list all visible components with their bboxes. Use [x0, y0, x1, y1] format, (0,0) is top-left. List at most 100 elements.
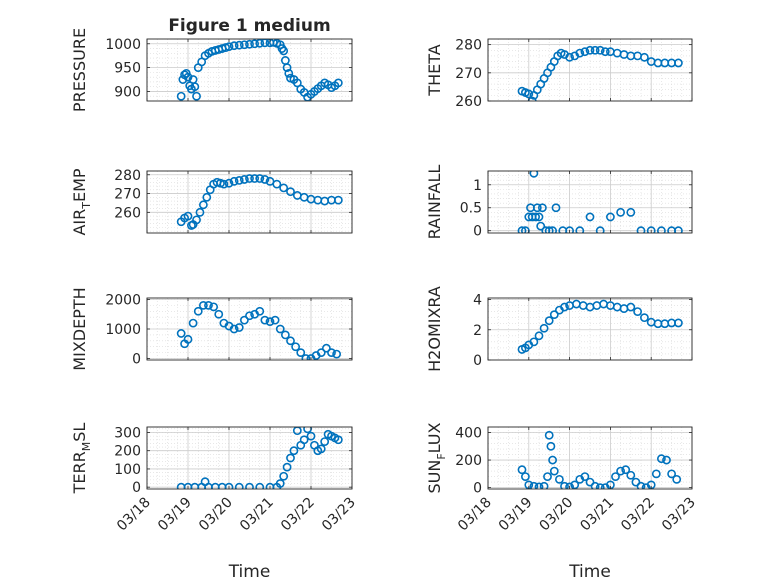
data-point — [255, 39, 265, 48]
data-point — [662, 455, 671, 465]
data-point — [224, 42, 234, 52]
data-point — [245, 39, 254, 49]
y-tick-label: 0 — [473, 481, 482, 497]
x-axis-label: Time — [228, 562, 271, 582]
data-point — [595, 226, 605, 233]
markers-h2omixra — [517, 299, 683, 354]
panel-pressure: 900 950 1000 PRESSURE Figure 1 medium — [70, 16, 353, 112]
data-point — [674, 58, 683, 68]
data-point — [672, 474, 682, 484]
y-axis-label: THETA — [425, 44, 444, 96]
data-point — [286, 453, 295, 463]
data-point — [198, 200, 208, 210]
x-tick-label: 03/23 — [319, 495, 359, 535]
data-point — [626, 302, 636, 312]
data-point — [560, 481, 569, 489]
y-tick-label: 200 — [114, 444, 141, 460]
y-axis-label: H2OMIXRA — [425, 286, 444, 372]
data-point — [320, 437, 330, 446]
data-point — [633, 307, 642, 317]
data-point — [539, 481, 549, 489]
data-point — [255, 482, 265, 489]
data-point — [570, 480, 580, 489]
data-point — [282, 462, 292, 472]
data-point — [549, 310, 559, 320]
axes-box — [146, 170, 353, 234]
data-point — [286, 336, 295, 346]
data-point — [640, 313, 649, 323]
axes-box — [487, 170, 693, 234]
x-tick-label: 03/22 — [618, 495, 658, 535]
data-point — [280, 330, 290, 340]
x-tick-label: 03/21 — [577, 495, 617, 535]
data-point — [626, 207, 636, 217]
data-point — [239, 40, 249, 50]
y-axis-label: TERRMSL — [70, 423, 93, 495]
data-point — [202, 192, 212, 202]
y-tick-label: 0 — [132, 352, 141, 368]
axes-box — [146, 38, 353, 102]
y-axis-label: SUNFLUX — [425, 422, 448, 493]
data-point — [616, 466, 625, 476]
data-point — [333, 435, 343, 445]
data-point — [534, 482, 544, 489]
data-point — [575, 226, 585, 233]
data-point — [245, 482, 254, 489]
data-point — [560, 302, 569, 312]
data-point — [192, 91, 201, 101]
data-point — [590, 481, 600, 489]
data-point — [646, 226, 656, 233]
data-point — [595, 45, 605, 55]
y-tick-label: 1000 — [105, 37, 141, 53]
data-point — [316, 348, 326, 358]
data-point — [529, 337, 539, 347]
data-point — [245, 311, 254, 321]
data-point — [517, 465, 527, 475]
x-tick-label: 03/22 — [278, 495, 318, 535]
data-point — [204, 300, 213, 310]
data-point — [674, 318, 683, 328]
data-point — [195, 207, 205, 217]
data-point — [611, 472, 620, 481]
data-point — [544, 430, 554, 440]
markers-theta — [517, 45, 683, 101]
panel-mixdepth: 0 1000 2000 MIXDEPTH — [70, 287, 353, 371]
data-point — [543, 472, 552, 481]
x-tick-label: 03/23 — [659, 495, 699, 535]
y-axis-label: RAINFALL — [425, 165, 444, 240]
data-point — [245, 174, 254, 183]
y-tick-label: 260 — [114, 205, 141, 221]
data-point — [667, 469, 676, 479]
data-point — [636, 481, 646, 489]
data-point — [606, 212, 615, 222]
y-axis-label: PRESSURE — [70, 28, 89, 112]
data-point — [284, 68, 294, 78]
y-tick-label: 100 — [114, 462, 141, 478]
data-point — [327, 348, 336, 358]
data-point — [590, 45, 600, 55]
data-point — [279, 471, 289, 481]
axes-box — [487, 297, 693, 361]
data-point — [521, 472, 530, 481]
y-tick-label: 280 — [114, 168, 141, 184]
data-point — [275, 324, 285, 334]
markers-mixdepth — [176, 300, 342, 360]
data-point — [272, 179, 282, 189]
data-point — [229, 41, 239, 51]
data-point — [296, 348, 306, 358]
data-point — [255, 306, 265, 316]
data-point — [224, 482, 234, 489]
x-tick-label: 03/21 — [237, 495, 277, 535]
data-point — [286, 187, 295, 197]
data-point — [265, 317, 275, 327]
data-point — [275, 479, 285, 488]
data-point — [565, 482, 574, 489]
data-point — [548, 455, 557, 465]
data-point — [534, 331, 544, 341]
y-tick-label: 200 — [455, 453, 482, 469]
data-point — [626, 470, 636, 480]
data-point — [234, 323, 244, 332]
data-point — [585, 45, 595, 55]
panel-sun-flux: 0 200 400 SUNFLUX 03/18 03/19 03/20 03/21 03/22 0… — [425, 422, 699, 582]
data-point — [524, 89, 534, 99]
